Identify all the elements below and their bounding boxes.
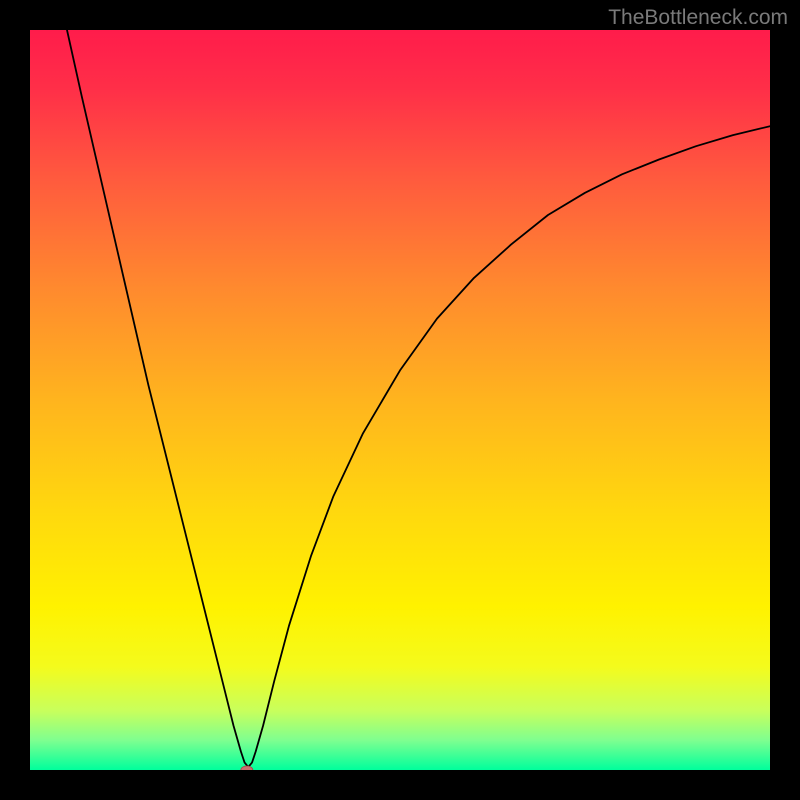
curve-layer xyxy=(30,30,770,770)
plot-area xyxy=(30,30,770,770)
bottleneck-curve xyxy=(67,30,770,767)
watermark-text: TheBottleneck.com xyxy=(608,6,788,30)
minimum-marker xyxy=(241,766,253,770)
